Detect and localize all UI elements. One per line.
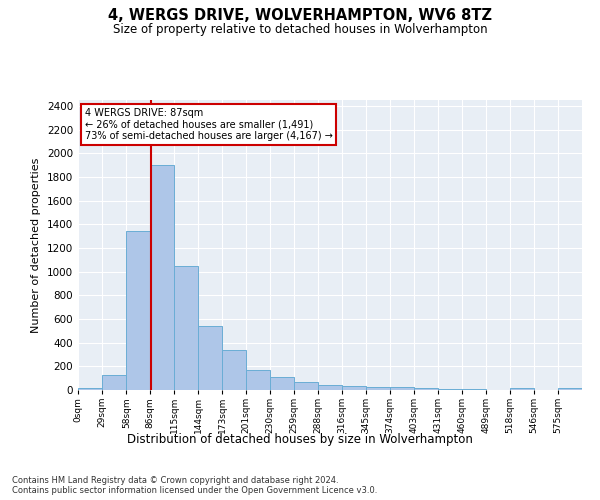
Bar (198, 326, 223, 390)
Y-axis label: Number of detached properties: Number of detached properties (31, 158, 41, 332)
Bar (558, 388, 582, 390)
Text: Distribution of detached houses by size in Wolverhampton: Distribution of detached houses by size … (127, 432, 473, 446)
Bar (78, 388, 102, 390)
Bar (270, 377, 294, 390)
Bar (510, 388, 533, 390)
Text: 4, WERGS DRIVE, WOLVERHAMPTON, WV6 8TZ: 4, WERGS DRIVE, WOLVERHAMPTON, WV6 8TZ (108, 8, 492, 22)
Text: Size of property relative to detached houses in Wolverhampton: Size of property relative to detached ho… (113, 22, 487, 36)
Bar (246, 370, 270, 390)
Bar (127, 232, 150, 390)
Bar (223, 350, 246, 390)
Bar (341, 386, 366, 390)
Bar (319, 386, 341, 390)
Bar (366, 387, 390, 390)
Bar (414, 388, 437, 390)
Bar (174, 266, 198, 390)
Bar (294, 382, 319, 390)
Bar (390, 388, 414, 390)
Bar (102, 375, 127, 390)
Bar (150, 165, 174, 390)
Text: 4 WERGS DRIVE: 87sqm
← 26% of detached houses are smaller (1,491)
73% of semi-de: 4 WERGS DRIVE: 87sqm ← 26% of detached h… (85, 108, 332, 142)
Bar (437, 389, 462, 390)
Text: Contains HM Land Registry data © Crown copyright and database right 2024.
Contai: Contains HM Land Registry data © Crown c… (12, 476, 377, 495)
